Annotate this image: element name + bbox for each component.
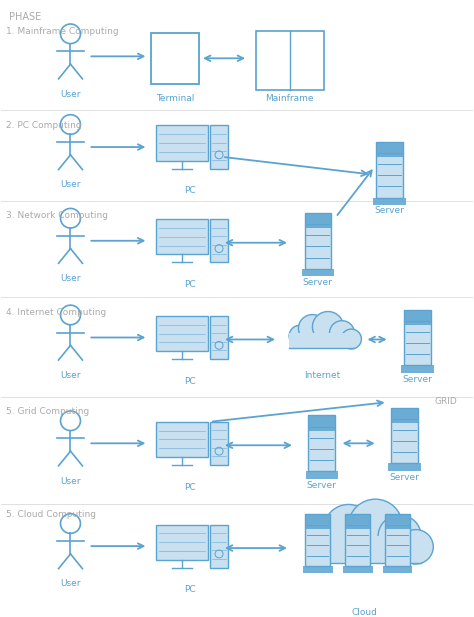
FancyBboxPatch shape [304, 213, 331, 268]
Text: 2. PC Computing: 2. PC Computing [6, 120, 82, 130]
FancyBboxPatch shape [309, 415, 335, 431]
Circle shape [398, 529, 433, 564]
Circle shape [329, 321, 355, 345]
FancyBboxPatch shape [391, 408, 418, 423]
FancyBboxPatch shape [210, 219, 228, 262]
FancyBboxPatch shape [308, 536, 421, 563]
FancyBboxPatch shape [305, 515, 330, 529]
FancyBboxPatch shape [376, 142, 403, 157]
Circle shape [378, 515, 421, 557]
Text: User: User [60, 477, 81, 486]
Text: Server: Server [374, 206, 404, 215]
FancyBboxPatch shape [301, 268, 334, 276]
FancyBboxPatch shape [343, 566, 373, 573]
Text: User: User [60, 180, 81, 189]
Text: Mainframe: Mainframe [265, 94, 314, 102]
Text: Server: Server [303, 278, 333, 287]
FancyBboxPatch shape [309, 415, 335, 471]
Text: Server: Server [402, 375, 432, 384]
FancyBboxPatch shape [391, 408, 418, 463]
Text: 4. Internet Computing: 4. Internet Computing [6, 308, 106, 317]
Circle shape [289, 325, 311, 347]
FancyBboxPatch shape [404, 310, 431, 325]
FancyBboxPatch shape [376, 142, 403, 197]
FancyBboxPatch shape [306, 471, 338, 479]
FancyBboxPatch shape [210, 422, 228, 465]
Text: PC: PC [184, 186, 196, 195]
FancyBboxPatch shape [156, 316, 208, 351]
Text: PHASE: PHASE [9, 12, 41, 22]
Circle shape [308, 523, 346, 560]
FancyBboxPatch shape [388, 463, 420, 471]
FancyBboxPatch shape [404, 310, 431, 365]
Text: User: User [60, 89, 81, 99]
FancyBboxPatch shape [156, 219, 208, 254]
FancyBboxPatch shape [156, 524, 208, 560]
FancyBboxPatch shape [210, 316, 228, 359]
FancyBboxPatch shape [210, 125, 228, 168]
Text: User: User [60, 371, 81, 380]
Text: PC: PC [184, 377, 196, 386]
Text: 5. Cloud Computing: 5. Cloud Computing [6, 510, 96, 519]
FancyBboxPatch shape [304, 213, 331, 228]
Circle shape [348, 499, 402, 552]
FancyBboxPatch shape [385, 515, 410, 566]
Text: 1. Mainframe Computing: 1. Mainframe Computing [6, 27, 118, 36]
FancyBboxPatch shape [346, 515, 370, 529]
Text: Internet: Internet [304, 371, 340, 380]
FancyBboxPatch shape [305, 515, 330, 566]
FancyBboxPatch shape [156, 422, 208, 457]
Text: 5. Grid Computing: 5. Grid Computing [6, 407, 89, 416]
Text: User: User [60, 579, 81, 589]
Text: Terminal: Terminal [156, 94, 194, 102]
Text: Cloud: Cloud [352, 608, 378, 617]
FancyBboxPatch shape [346, 515, 370, 566]
Circle shape [299, 315, 327, 342]
Circle shape [312, 312, 344, 342]
FancyBboxPatch shape [374, 197, 406, 205]
Text: GRID: GRID [434, 397, 457, 406]
FancyBboxPatch shape [156, 125, 208, 161]
FancyBboxPatch shape [303, 566, 333, 573]
Text: PC: PC [184, 482, 196, 492]
FancyBboxPatch shape [210, 524, 228, 568]
Circle shape [324, 505, 373, 552]
FancyBboxPatch shape [383, 566, 412, 573]
FancyBboxPatch shape [289, 333, 355, 348]
Text: PC: PC [184, 280, 196, 289]
Text: PC: PC [184, 586, 196, 594]
Text: 3. Network Computing: 3. Network Computing [6, 212, 108, 220]
Text: Server: Server [307, 481, 337, 489]
Circle shape [341, 329, 361, 349]
FancyBboxPatch shape [385, 515, 410, 529]
Text: User: User [60, 274, 81, 283]
FancyBboxPatch shape [401, 365, 434, 373]
Text: Server: Server [390, 473, 419, 482]
